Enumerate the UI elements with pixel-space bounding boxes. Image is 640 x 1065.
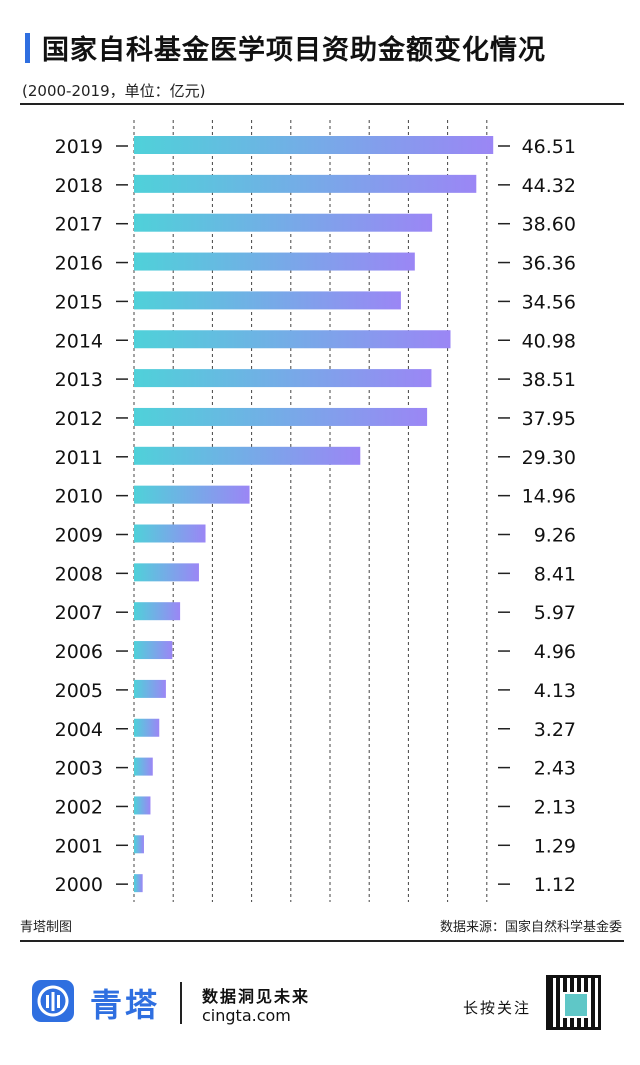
data-label: 2.43 <box>534 758 576 780</box>
category-label: 2013 <box>55 369 103 391</box>
bottom-divider <box>20 940 624 942</box>
category-label: 2012 <box>55 408 103 430</box>
bar <box>134 718 160 737</box>
category-label: 2009 <box>55 525 103 547</box>
bar <box>134 602 181 621</box>
category-label: 2016 <box>55 253 103 275</box>
category-label: 2007 <box>55 602 103 624</box>
data-label: 34.56 <box>522 291 576 313</box>
labels: 2019 46.51 2018 44.32 2017 38.60 2016 36.36 2015… <box>55 136 576 896</box>
category-label: 2019 <box>55 136 103 158</box>
bar <box>134 641 173 660</box>
data-label: 38.60 <box>522 214 576 236</box>
data-label: 40.98 <box>522 330 576 352</box>
data-source: 数据来源：国家自然科学基金委 <box>439 920 622 935</box>
data-label: 44.32 <box>522 175 576 197</box>
chart-subtitle: (2000-2019，单位：亿元) <box>22 82 206 100</box>
data-label: 38.51 <box>522 369 576 391</box>
page-title: 国家自科基金医学项目资助金额变化情况 <box>42 35 546 66</box>
bars <box>134 136 494 893</box>
data-label: 3.27 <box>534 719 576 741</box>
category-label: 2017 <box>55 214 103 236</box>
brand-slogan: 数据洞见未来 <box>202 987 311 1006</box>
follow-prompt: 长按关注 <box>463 999 532 1017</box>
category-label: 2002 <box>55 796 103 818</box>
data-label: 37.95 <box>522 408 576 430</box>
title-accent-bar <box>25 33 30 63</box>
data-label: 14.96 <box>522 486 576 508</box>
category-label: 2000 <box>55 874 103 896</box>
top-divider <box>20 103 624 105</box>
made-by-credit: 青塔制图 <box>20 920 73 935</box>
data-label: 4.96 <box>534 641 576 663</box>
data-label: 4.13 <box>534 680 576 702</box>
category-label: 2010 <box>55 486 103 508</box>
bar-chart: 2019 46.51 2018 44.32 2017 38.60 2016 36.36 2015… <box>55 120 576 902</box>
data-label: 1.29 <box>534 835 576 857</box>
bar <box>134 369 432 388</box>
bar <box>134 835 144 854</box>
category-label: 2005 <box>55 680 103 702</box>
data-label: 46.51 <box>522 136 576 158</box>
data-label: 2.13 <box>534 796 576 818</box>
bar <box>134 563 199 582</box>
bar <box>134 252 415 271</box>
category-label: 2003 <box>55 758 103 780</box>
qr-center-icon <box>563 992 589 1018</box>
bar <box>134 796 151 815</box>
bar <box>134 446 361 465</box>
category-label: 2006 <box>55 641 103 663</box>
brand-logo-icon <box>32 980 74 1022</box>
brand-website: cingta.com <box>202 1006 291 1025</box>
bar <box>134 874 143 893</box>
grid-lines <box>133 120 488 902</box>
bar <box>134 679 166 698</box>
bar <box>134 407 428 426</box>
category-label: 2004 <box>55 719 103 741</box>
brand-name: 青塔 <box>90 986 161 1024</box>
bar <box>134 136 494 154</box>
data-label: 5.97 <box>534 602 576 624</box>
bar <box>134 330 451 349</box>
bar <box>134 485 250 504</box>
data-label: 1.12 <box>534 874 576 896</box>
bar <box>134 213 433 232</box>
category-label: 2018 <box>55 175 103 197</box>
category-label: 2008 <box>55 563 103 585</box>
bar <box>134 757 153 776</box>
data-label: 36.36 <box>522 253 576 275</box>
data-label: 29.30 <box>522 447 576 469</box>
footer-separator <box>180 982 182 1024</box>
category-label: 2015 <box>55 291 103 313</box>
bar <box>134 291 401 310</box>
category-label: 2001 <box>55 835 103 857</box>
category-label: 2011 <box>55 447 103 469</box>
category-label: 2014 <box>55 330 103 352</box>
bar <box>134 174 477 193</box>
bar <box>134 524 206 543</box>
data-label: 8.41 <box>534 563 576 585</box>
qr-code[interactable] <box>546 975 601 1030</box>
data-label: 9.26 <box>534 525 576 547</box>
